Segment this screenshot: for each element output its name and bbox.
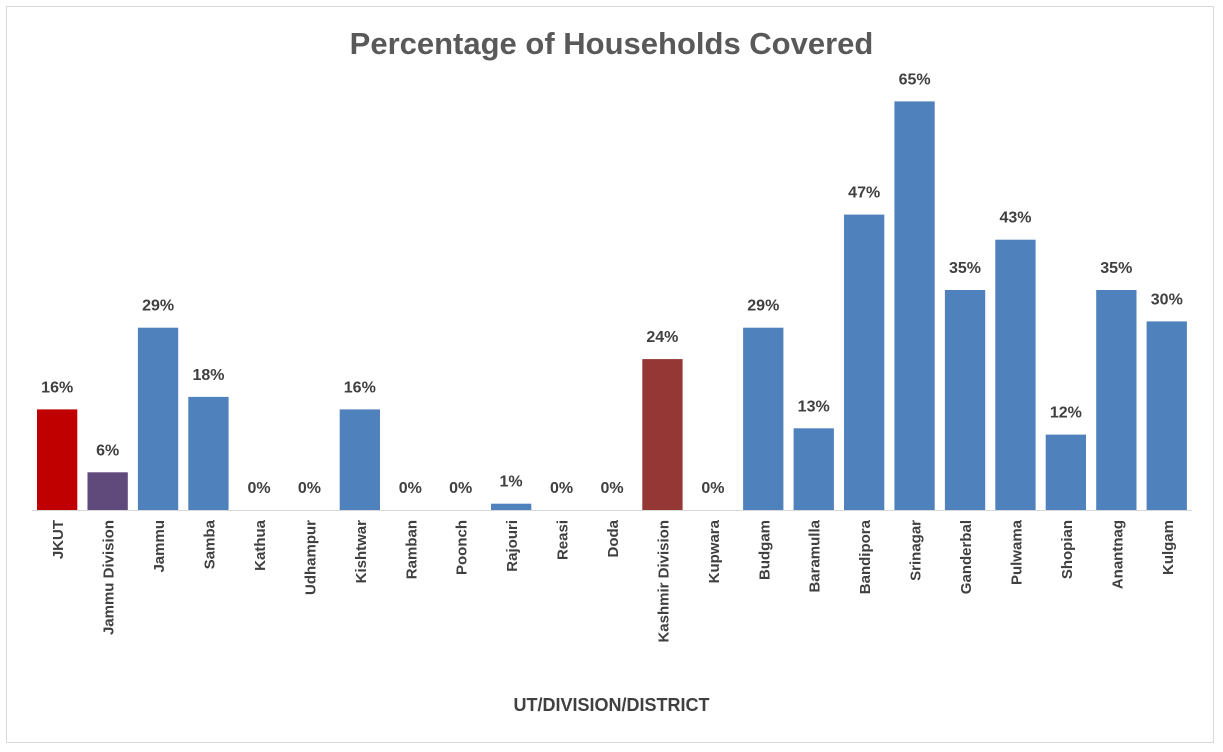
value-label: 43% — [999, 210, 1031, 227]
value-labels-group: 16% 6% 29% 18% 0% 0% 16% 0% 0% 1% 0% 0% 24% 0% 29% 13% 4… — [41, 71, 1183, 497]
value-label: 35% — [949, 260, 981, 277]
tick-label: Rajouri — [504, 520, 521, 572]
tick-label: Udhampur — [302, 520, 319, 595]
value-label: 12% — [1050, 405, 1082, 422]
tick-label: Ramban — [403, 520, 420, 579]
x-axis-title: UT/DIVISION/DISTRICT — [513, 695, 710, 715]
value-label: 35% — [1100, 260, 1132, 277]
tick-label: Kupwara — [706, 519, 723, 583]
tick-label: Jammu Division — [101, 520, 118, 635]
value-label: 1% — [500, 474, 523, 491]
value-label: 0% — [701, 480, 724, 497]
value-label: 24% — [646, 329, 678, 346]
value-label: 16% — [41, 379, 73, 396]
value-label: 0% — [247, 480, 270, 497]
tick-label: Doda — [605, 519, 622, 557]
bar-samba — [188, 396, 229, 510]
value-label: 0% — [399, 480, 422, 497]
tick-labels-group: JKUT Jammu Division Jammu Samba Kathua Udhamp… — [50, 519, 1177, 642]
bar-anantnag — [1096, 290, 1137, 510]
tick-label: Budgam — [756, 520, 773, 580]
tick-label: Kathua — [252, 519, 269, 570]
bar-baramulla — [793, 428, 834, 510]
tick-label: Srinagar — [908, 520, 925, 581]
tick-label: Kishtwar — [353, 520, 370, 584]
tick-label: Kulgam — [1160, 520, 1177, 575]
bar-kulgam — [1146, 321, 1187, 510]
value-label: 47% — [848, 185, 880, 202]
value-label: 6% — [96, 442, 119, 459]
value-label: 13% — [798, 398, 830, 415]
bar-kishtwar — [339, 409, 380, 510]
tick-label: Reasi — [555, 520, 572, 560]
value-label: 0% — [600, 480, 623, 497]
tick-label: JKUT — [50, 520, 67, 559]
value-label: 0% — [550, 480, 573, 497]
bar-srinagar — [894, 101, 935, 511]
value-label: 29% — [747, 298, 779, 315]
tick-label: Shopian — [1059, 520, 1076, 579]
value-label: 30% — [1151, 291, 1183, 308]
tick-label: Anantnag — [1109, 520, 1126, 589]
tick-label: Jammu — [151, 520, 168, 573]
tick-label: Poonch — [454, 520, 471, 575]
chart-title: Percentage of Households Covered — [349, 26, 874, 61]
value-label: 0% — [298, 480, 321, 497]
value-label: 18% — [192, 367, 224, 384]
bar-pulwama — [995, 239, 1036, 510]
bar-shopian — [1045, 434, 1086, 510]
bar-ganderbal — [944, 290, 986, 510]
tick-label: Bandipora — [857, 519, 874, 594]
tick-label: Ganderbal — [958, 520, 975, 594]
tick-label: Pulwama — [1009, 519, 1026, 585]
bars-group — [37, 101, 1187, 511]
tick-label: Baramulla — [807, 519, 824, 592]
bar-kashmir-division — [642, 359, 683, 510]
value-label: 0% — [449, 480, 472, 497]
tick-label: Kashmir Division — [655, 520, 672, 643]
bar-budgam — [743, 327, 784, 510]
value-label: 65% — [899, 71, 931, 88]
value-label: 29% — [142, 298, 174, 315]
bar-jammu — [137, 327, 179, 510]
bar-bandipora — [844, 214, 885, 510]
value-label: 16% — [344, 379, 376, 396]
bar-jammu-division — [87, 472, 128, 510]
tick-label: Samba — [202, 519, 219, 569]
bar-jkut — [37, 409, 78, 510]
bar-rajouri — [491, 503, 532, 510]
